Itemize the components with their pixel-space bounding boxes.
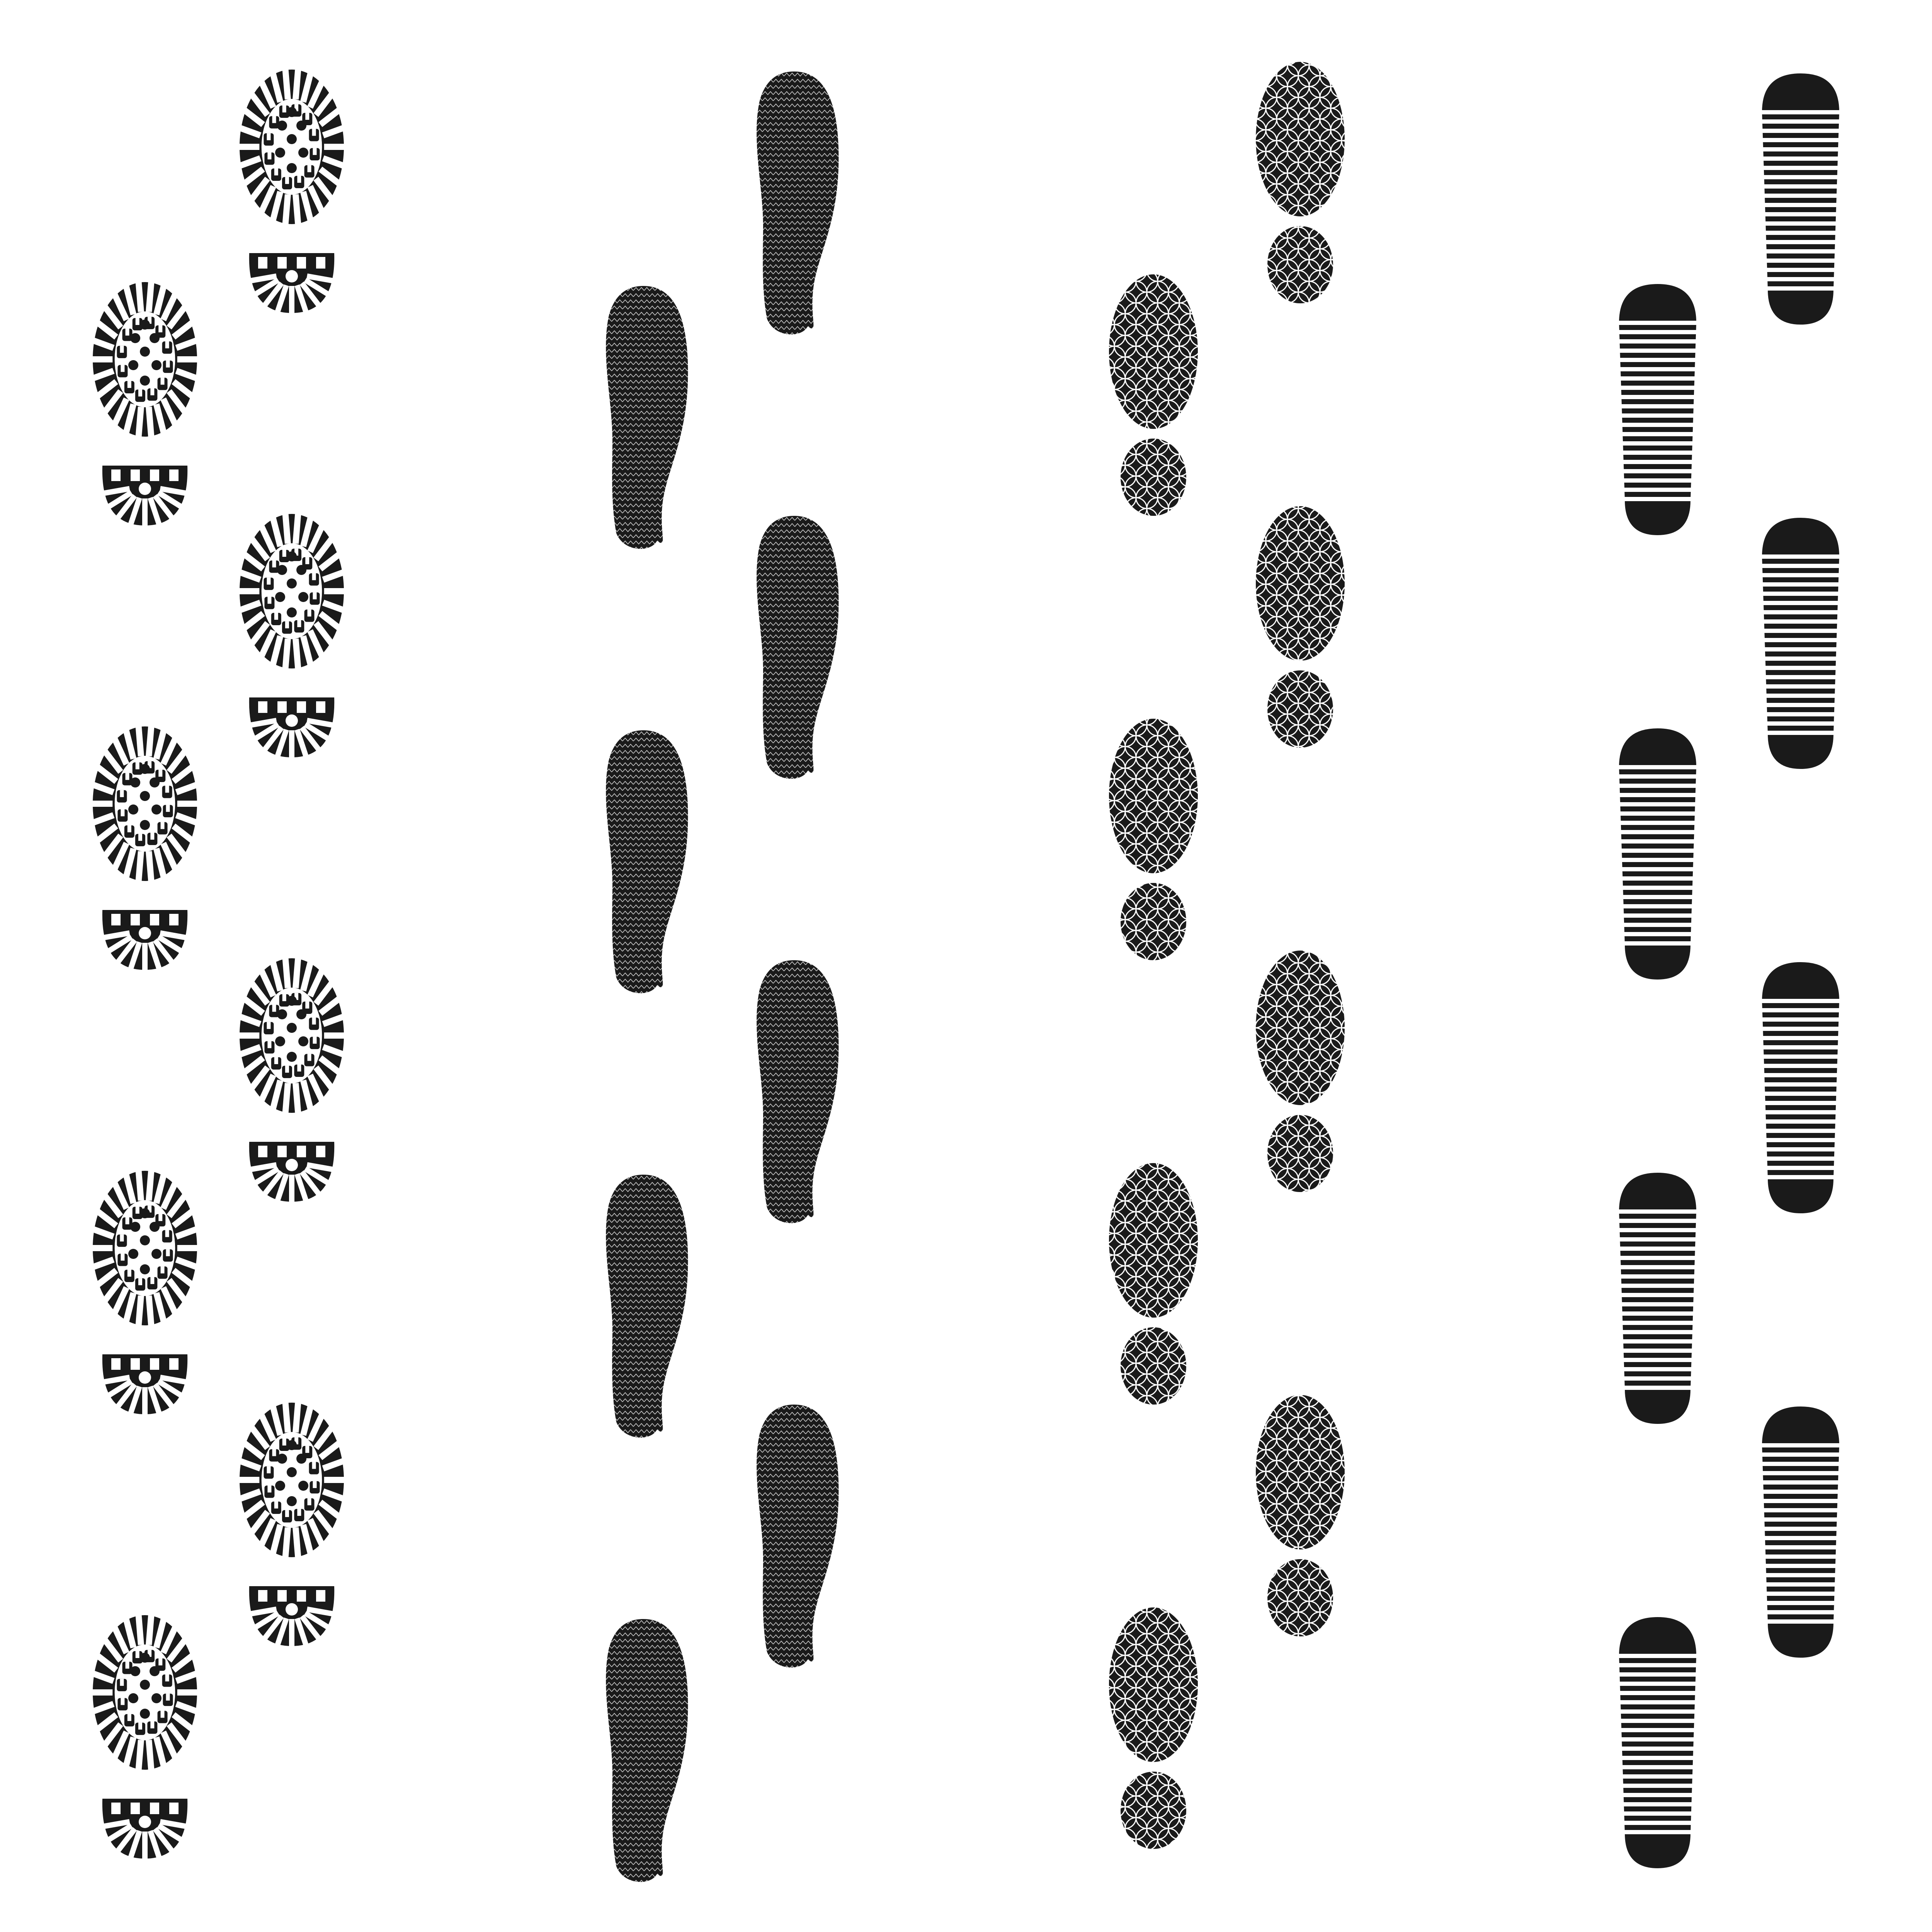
zigzag-print <box>757 71 839 335</box>
striped-print <box>1756 962 1845 1213</box>
circle-lattice-print <box>1109 719 1198 960</box>
boot-print <box>237 66 347 325</box>
boot-print <box>90 1167 200 1426</box>
zigzag-print <box>606 1619 688 1882</box>
zigzag-print <box>606 1175 688 1438</box>
boot-print <box>90 723 200 981</box>
zigzag-print <box>757 960 839 1223</box>
zigzag-print <box>757 1405 839 1668</box>
zigzag-print <box>606 286 688 549</box>
striped-print <box>1613 1173 1702 1424</box>
circle-lattice-print <box>1256 1395 1345 1636</box>
boot-print <box>90 1611 200 1870</box>
boot-print <box>237 510 347 769</box>
zigzag-track <box>606 71 839 1882</box>
striped-print <box>1613 284 1702 535</box>
circle-lattice-track <box>1109 62 1345 1849</box>
striped-print <box>1756 518 1845 769</box>
boot-print <box>90 278 200 537</box>
striped-track <box>1613 73 1845 1868</box>
circle-lattice-print <box>1256 951 1345 1192</box>
zigzag-print <box>757 516 839 779</box>
circle-lattice-print <box>1109 1607 1198 1849</box>
boot-print <box>237 954 347 1213</box>
circle-lattice-print <box>1256 506 1345 748</box>
circle-lattice-print <box>1109 1163 1198 1405</box>
boot-print <box>237 1399 347 1658</box>
boot-track <box>90 66 347 1870</box>
circle-lattice-print <box>1109 274 1198 516</box>
striped-print <box>1756 73 1845 325</box>
circle-lattice-print <box>1256 62 1345 303</box>
zigzag-print <box>606 730 688 993</box>
striped-print <box>1613 1617 1702 1868</box>
striped-print <box>1756 1406 1845 1658</box>
striped-print <box>1613 728 1702 980</box>
